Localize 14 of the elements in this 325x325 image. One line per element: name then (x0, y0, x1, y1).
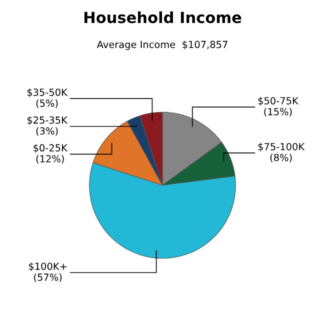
slice-label: $25-35K (27, 116, 68, 126)
slice-label: $75-100K (258, 142, 305, 152)
chart-subtitle: Average Income $107,857 (96, 40, 228, 50)
data-label: (57%) (34, 273, 62, 282)
slice-label: $100K+ (28, 262, 66, 272)
data-label: (15%) (264, 108, 292, 116)
slice-label: $50-75K (258, 96, 299, 106)
chart-title: Household Income (84, 11, 242, 24)
slice-label: $0-25K (34, 144, 68, 153)
data-label: (5%) (36, 99, 58, 108)
data-label: (8%) (270, 154, 292, 162)
slice-label: $35-50K (27, 88, 68, 98)
data-label: (12%) (36, 154, 64, 164)
data-label: (3%) (36, 127, 58, 136)
